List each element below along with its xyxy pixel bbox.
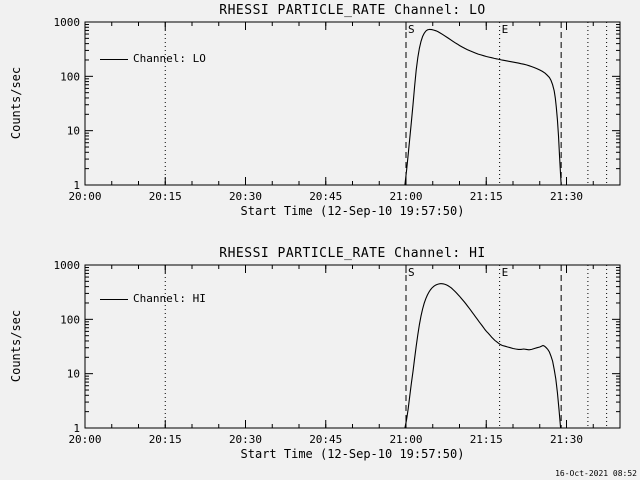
x-axis-label-lo: Start Time (12-Sep-10 19:57:50) [240,204,465,218]
svg-text:E: E [502,23,509,36]
legend-lo: Channel: LO [100,52,206,65]
chart-title-lo: RHESSI PARTICLE_RATE Channel: LO [219,3,486,18]
chart-hi-canvas: 1 10 100 1000 20:00 20:15 20:30 20:45 21:00 21:15… [54,259,621,446]
svg-text:21:30: 21:30 [550,190,583,203]
svg-text:1: 1 [73,179,80,192]
y-axis-label-lo: Counts/sec [9,66,23,140]
svg-text:S: S [408,266,415,279]
y-axis-label-hi: Counts/sec [9,309,23,383]
svg-text:20:45: 20:45 [309,190,342,203]
svg-text:100: 100 [60,313,80,326]
svg-text:E: E [502,266,509,279]
creation-timestamp: 16-Oct-2021 08:52 [555,469,637,478]
svg-text:10: 10 [67,125,80,138]
svg-text:20:00: 20:00 [68,433,101,446]
svg-text:100: 100 [60,70,80,83]
svg-text:20:15: 20:15 [149,433,182,446]
svg-text:21:00: 21:00 [389,190,422,203]
legend-hi: Channel: HI [100,292,206,305]
chart-title-hi: RHESSI PARTICLE_RATE Channel: HI [219,246,486,261]
svg-text:1: 1 [73,422,80,435]
svg-text:20:30: 20:30 [229,190,262,203]
svg-text:20:45: 20:45 [309,433,342,446]
legend-label-lo: Channel: LO [133,52,206,65]
svg-text:20:15: 20:15 [149,190,182,203]
svg-text:20:00: 20:00 [68,190,101,203]
legend-line-sample-lo [100,58,128,60]
legend-line-sample-hi [100,298,128,300]
svg-text:21:15: 21:15 [470,190,503,203]
svg-text:21:00: 21:00 [389,433,422,446]
x-axis-label-hi: Start Time (12-Sep-10 19:57:50) [240,447,465,461]
svg-text:S: S [408,23,415,36]
svg-text:21:30: 21:30 [550,433,583,446]
svg-text:21:15: 21:15 [470,433,503,446]
svg-text:1000: 1000 [54,259,81,272]
svg-text:10: 10 [67,368,80,381]
svg-text:20:30: 20:30 [229,433,262,446]
legend-label-hi: Channel: HI [133,292,206,305]
chart-lo-canvas: 1 10 100 1000 20:00 20:15 20:30 20:45 21:00 21:15… [54,16,621,203]
svg-text:1000: 1000 [54,16,81,29]
